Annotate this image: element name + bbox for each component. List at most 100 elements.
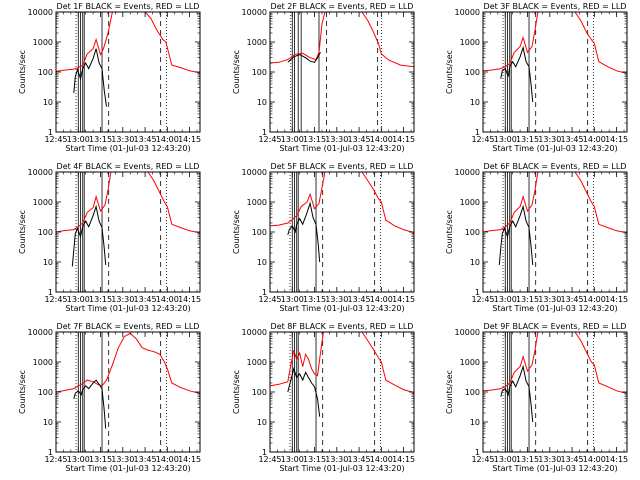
y-tick-label: 1 bbox=[262, 288, 267, 297]
x-tick-label: 14:15 bbox=[178, 295, 201, 304]
y-tick-label: 100 bbox=[465, 388, 480, 397]
y-tick-label: 1 bbox=[48, 288, 53, 297]
y-tick-label: 1 bbox=[262, 448, 267, 457]
y-tick-label: 1000 bbox=[247, 198, 267, 207]
events-series-line bbox=[73, 379, 107, 429]
y-tick-label: 100 bbox=[252, 228, 267, 237]
events-series-line bbox=[71, 204, 107, 267]
plot-frame bbox=[269, 171, 415, 293]
x-tick-label: 14:15 bbox=[392, 295, 415, 304]
y-tick-label: 1 bbox=[475, 288, 480, 297]
x-tick-label: 13:30 bbox=[325, 295, 348, 304]
y-tick-label: 1000 bbox=[247, 38, 267, 47]
x-axis-label: Start Time (01-Jul-03 12:43:20) bbox=[65, 304, 190, 313]
y-tick-label: 10 bbox=[257, 418, 267, 427]
panel-2: Det 2F BLACK = Events, RED = LLD 1 10 100 10… bbox=[232, 2, 415, 153]
x-tick-label: 12:45 bbox=[44, 455, 67, 464]
lld-series-line bbox=[483, 12, 627, 74]
panel-8: Det 8F BLACK = Events, RED = LLD 1 10 100 10… bbox=[232, 322, 415, 473]
y-tick-label: 10 bbox=[43, 98, 53, 107]
y-tick-label: 10000 bbox=[455, 168, 480, 177]
x-tick-label: 13:45 bbox=[561, 295, 584, 304]
x-tick-label: 14:15 bbox=[605, 295, 628, 304]
y-tick-label: 1 bbox=[48, 128, 53, 137]
y-tick-label: 100 bbox=[252, 68, 267, 77]
y-tick-label: 100 bbox=[38, 68, 53, 77]
panel-title: Det 8F BLACK = Events, RED = LLD bbox=[271, 322, 414, 331]
plot-frame bbox=[55, 171, 201, 293]
y-tick-label: 100 bbox=[252, 388, 267, 397]
panel-data bbox=[483, 332, 627, 423]
plot-frame bbox=[482, 11, 628, 133]
x-tick-label: 13:45 bbox=[348, 135, 371, 144]
y-axis-label: Counts/sec bbox=[232, 50, 241, 94]
y-tick-label: 10000 bbox=[28, 8, 53, 17]
panel-title: Det 4F BLACK = Events, RED = LLD bbox=[57, 162, 200, 171]
lld-series-line bbox=[270, 332, 414, 394]
y-tick-label: 10000 bbox=[242, 168, 267, 177]
events-series-line bbox=[500, 364, 534, 423]
x-tick-label: 13:15 bbox=[89, 135, 112, 144]
panel-title: Det 7F BLACK = Events, RED = LLD bbox=[57, 322, 200, 331]
events-series-line bbox=[498, 204, 534, 265]
x-tick-label: 14:00 bbox=[583, 295, 606, 304]
x-tick-label: 14:00 bbox=[370, 455, 393, 464]
y-tick-label: 10000 bbox=[28, 168, 53, 177]
y-tick-label: 10000 bbox=[242, 328, 267, 337]
events-series-line bbox=[73, 48, 107, 107]
panel-data bbox=[270, 332, 414, 417]
y-tick-label: 100 bbox=[465, 228, 480, 237]
x-tick-label: 13:15 bbox=[89, 455, 112, 464]
x-tick-label: 14:15 bbox=[178, 135, 201, 144]
panel-title: Det 3F BLACK = Events, RED = LLD bbox=[484, 2, 627, 11]
x-tick-label: 13:15 bbox=[303, 295, 326, 304]
x-tick-label: 14:00 bbox=[156, 295, 179, 304]
x-tick-label: 13:15 bbox=[303, 455, 326, 464]
x-axis-label: Start Time (01-Jul-03 12:43:20) bbox=[279, 464, 404, 473]
x-tick-label: 13:30 bbox=[538, 295, 561, 304]
x-tick-label: 13:15 bbox=[89, 295, 112, 304]
y-tick-label: 100 bbox=[465, 68, 480, 77]
x-tick-label: 13:15 bbox=[516, 135, 539, 144]
y-tick-label: 1000 bbox=[460, 198, 480, 207]
y-tick-label: 10000 bbox=[455, 8, 480, 17]
x-tick-label: 14:00 bbox=[370, 295, 393, 304]
y-tick-label: 100 bbox=[38, 388, 53, 397]
x-tick-label: 13:45 bbox=[561, 455, 584, 464]
x-axis-label: Start Time (01-Jul-03 12:43:20) bbox=[65, 464, 190, 473]
panel-3: Det 3F BLACK = Events, RED = LLD 1 10 100 10… bbox=[445, 2, 628, 153]
x-tick-label: 13:45 bbox=[134, 295, 157, 304]
y-tick-label: 10000 bbox=[455, 328, 480, 337]
x-tick-label: 12:45 bbox=[471, 295, 494, 304]
x-tick-label: 12:45 bbox=[44, 135, 67, 144]
panel-6: Det 6F BLACK = Events, RED = LLD 1 10 100 10… bbox=[445, 162, 628, 313]
x-tick-label: 13:45 bbox=[134, 455, 157, 464]
y-axis-label: Counts/sec bbox=[445, 50, 454, 94]
y-tick-label: 1000 bbox=[460, 38, 480, 47]
x-tick-label: 13:30 bbox=[538, 455, 561, 464]
x-tick-label: 13:30 bbox=[111, 455, 134, 464]
x-tick-label: 12:45 bbox=[258, 455, 281, 464]
y-tick-label: 1 bbox=[475, 128, 480, 137]
y-axis-label: Counts/sec bbox=[445, 370, 454, 414]
x-tick-label: 12:45 bbox=[44, 295, 67, 304]
x-tick-label: 13:00 bbox=[494, 455, 517, 464]
y-tick-label: 1000 bbox=[460, 358, 480, 367]
x-tick-label: 12:45 bbox=[471, 455, 494, 464]
x-tick-label: 13:00 bbox=[494, 295, 517, 304]
panel-title: Det 6F BLACK = Events, RED = LLD bbox=[484, 162, 627, 171]
x-axis-label: Start Time (01-Jul-03 12:43:20) bbox=[492, 144, 617, 153]
x-tick-label: 13:30 bbox=[325, 135, 348, 144]
x-tick-label: 13:00 bbox=[281, 455, 304, 464]
y-tick-label: 10 bbox=[43, 418, 53, 427]
lld-series-line bbox=[483, 172, 627, 234]
panel-title: Det 1F BLACK = Events, RED = LLD bbox=[57, 2, 200, 11]
y-axis-label: Counts/sec bbox=[18, 210, 27, 254]
x-axis-label: Start Time (01-Jul-03 12:43:20) bbox=[492, 464, 617, 473]
x-tick-label: 13:45 bbox=[348, 455, 371, 464]
y-axis-label: Counts/sec bbox=[18, 370, 27, 414]
x-tick-label: 14:15 bbox=[605, 455, 628, 464]
y-tick-label: 1000 bbox=[33, 358, 53, 367]
x-axis-label: Start Time (01-Jul-03 12:43:20) bbox=[492, 304, 617, 313]
